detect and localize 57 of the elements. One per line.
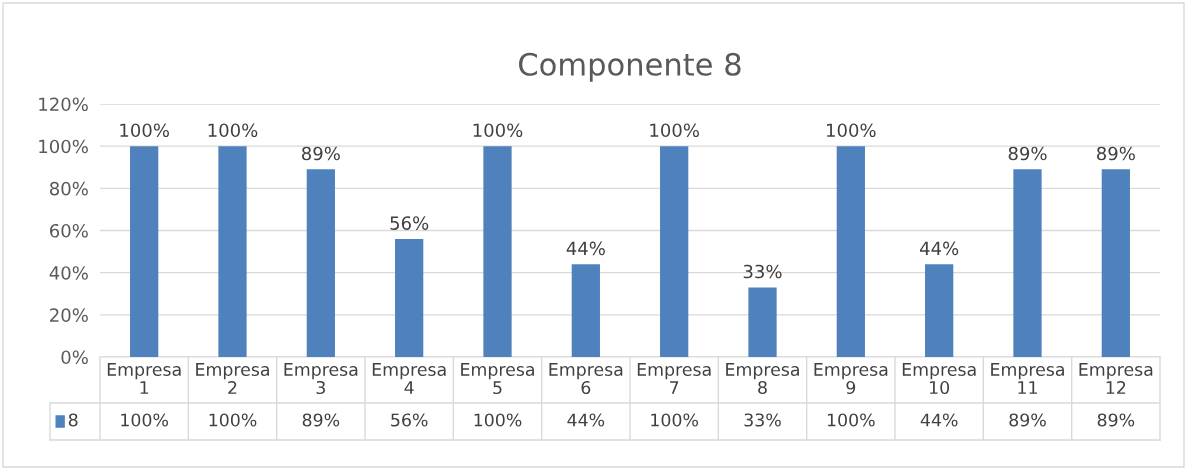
y-tick-label: 100% bbox=[39, 139, 88, 154]
x-tick-label: Empresa 4 bbox=[372, 363, 446, 394]
data-label: 33% bbox=[744, 413, 781, 427]
bar bbox=[571, 264, 600, 357]
data-label: 100% bbox=[209, 413, 257, 427]
text: 100% bbox=[208, 123, 258, 138]
data-label: 56% bbox=[391, 413, 428, 427]
y-tick-label: 40% bbox=[49, 266, 88, 280]
bar bbox=[395, 238, 424, 357]
x-tick-label: Empresa 6 bbox=[549, 363, 623, 395]
bar bbox=[925, 264, 954, 357]
data-label: 89% bbox=[302, 413, 340, 427]
x-tick-label: Empresa 8 bbox=[726, 363, 799, 395]
y-tick-label: 0% bbox=[61, 350, 88, 365]
bar bbox=[660, 146, 689, 357]
x-tick-label: Empresa 1 bbox=[107, 363, 181, 394]
y-tick-label: 60% bbox=[50, 223, 88, 238]
y-tick-label: 20% bbox=[50, 308, 88, 322]
data-label: 44% bbox=[567, 413, 605, 427]
x-tick-label: Empresa 11 bbox=[991, 363, 1064, 394]
bar bbox=[306, 169, 335, 357]
bar bbox=[130, 146, 159, 357]
data-label: 100% bbox=[827, 413, 875, 427]
bar bbox=[1101, 169, 1130, 357]
text: 100% bbox=[650, 123, 699, 138]
y-tick-label: 120% bbox=[39, 97, 88, 112]
text: 44% bbox=[566, 241, 605, 256]
text: 89% bbox=[301, 146, 340, 161]
x-tick-label: Empresa 3 bbox=[284, 363, 358, 395]
text: 56% bbox=[390, 216, 429, 230]
text: 33% bbox=[743, 264, 782, 279]
x-tick-label: Empresa 10 bbox=[902, 363, 976, 395]
data-label: 89% bbox=[1009, 413, 1046, 427]
x-tick-label: Empresa 12 bbox=[1079, 363, 1153, 394]
data-label: 100% bbox=[651, 413, 699, 427]
data-label: 89% bbox=[1097, 413, 1135, 427]
data-label: 100% bbox=[121, 413, 169, 427]
x-tick-label: Empresa 9 bbox=[814, 363, 888, 395]
bar bbox=[483, 146, 512, 357]
x-tick-label: Empresa 5 bbox=[461, 363, 534, 395]
bar bbox=[836, 146, 865, 357]
chart-title: Componente 8 bbox=[519, 52, 741, 82]
x-tick-label: Empresa 7 bbox=[637, 363, 711, 394]
text: 89% bbox=[1096, 146, 1135, 161]
text: 100% bbox=[473, 123, 523, 138]
bar bbox=[1013, 169, 1042, 357]
x-tick-label: Empresa 2 bbox=[196, 363, 269, 394]
text: 89% bbox=[1008, 146, 1047, 161]
text: 100% bbox=[827, 123, 876, 138]
text: 44% bbox=[919, 241, 959, 256]
data-label: 44% bbox=[920, 413, 958, 427]
bar bbox=[218, 146, 247, 357]
legend-label: 8 bbox=[68, 413, 78, 427]
y-tick-label: 80% bbox=[49, 181, 88, 196]
text: 100% bbox=[120, 123, 169, 138]
data-label: 100% bbox=[474, 413, 522, 427]
bar bbox=[748, 287, 777, 357]
